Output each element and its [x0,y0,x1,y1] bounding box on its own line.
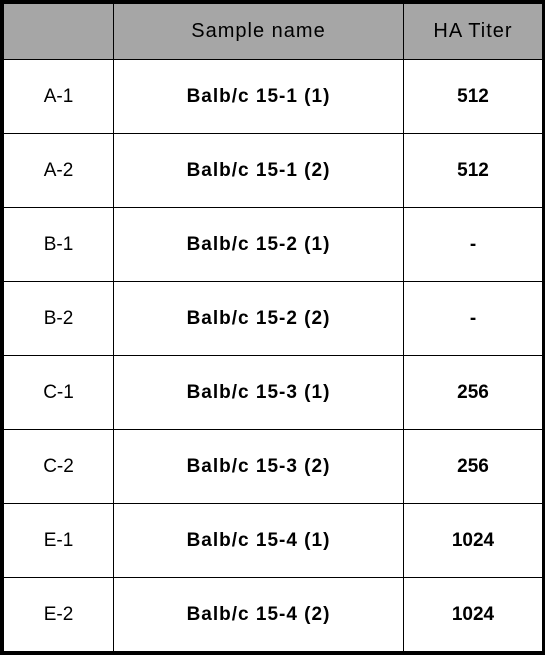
cell-titer: 256 [404,430,543,504]
table-body: A-1 Balb/c 15-1 (1) 512 A-2 Balb/c 15-1 … [4,60,543,652]
cell-id: C-1 [4,356,114,430]
table-row: A-2 Balb/c 15-1 (2) 512 [4,134,543,208]
col-header-sample: Sample name [114,4,404,60]
cell-id: B-2 [4,282,114,356]
table-row: A-1 Balb/c 15-1 (1) 512 [4,60,543,134]
cell-sample: Balb/c 15-4 (2) [114,578,404,652]
cell-titer: - [404,282,543,356]
table-header: Sample name HA Titer [4,4,543,60]
cell-id: C-2 [4,430,114,504]
cell-id: E-1 [4,504,114,578]
cell-titer: 256 [404,356,543,430]
cell-titer: 512 [404,60,543,134]
cell-id: E-2 [4,578,114,652]
cell-sample: Balb/c 15-1 (2) [114,134,404,208]
cell-titer: 1024 [404,504,543,578]
col-header-titer: HA Titer [404,4,543,60]
cell-id: B-1 [4,208,114,282]
table-header-row: Sample name HA Titer [4,4,543,60]
titer-table: Sample name HA Titer A-1 Balb/c 15-1 (1)… [3,3,543,652]
cell-sample: Balb/c 15-2 (1) [114,208,404,282]
cell-sample: Balb/c 15-2 (2) [114,282,404,356]
table-row: E-1 Balb/c 15-4 (1) 1024 [4,504,543,578]
table-row: E-2 Balb/c 15-4 (2) 1024 [4,578,543,652]
cell-sample: Balb/c 15-4 (1) [114,504,404,578]
table-row: C-2 Balb/c 15-3 (2) 256 [4,430,543,504]
titer-table-container: Sample name HA Titer A-1 Balb/c 15-1 (1)… [0,0,545,655]
cell-id: A-1 [4,60,114,134]
cell-sample: Balb/c 15-3 (2) [114,430,404,504]
cell-titer: 512 [404,134,543,208]
cell-titer: - [404,208,543,282]
cell-titer: 1024 [404,578,543,652]
table-row: C-1 Balb/c 15-3 (1) 256 [4,356,543,430]
table-row: B-2 Balb/c 15-2 (2) - [4,282,543,356]
col-header-id [4,4,114,60]
table-row: B-1 Balb/c 15-2 (1) - [4,208,543,282]
cell-sample: Balb/c 15-1 (1) [114,60,404,134]
cell-id: A-2 [4,134,114,208]
cell-sample: Balb/c 15-3 (1) [114,356,404,430]
